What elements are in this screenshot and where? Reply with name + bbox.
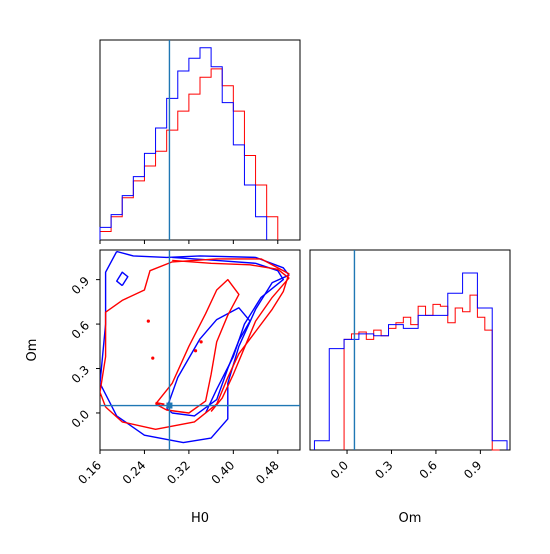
blue-contour-2 <box>166 307 251 417</box>
om-y-tick-label: 0.9 <box>69 274 92 297</box>
blue-contour-3 <box>172 256 284 414</box>
om-x-tick-label: 0.0 <box>328 458 351 481</box>
om-x-tick-label: 0.9 <box>461 458 484 481</box>
x-axis-label-om: Om <box>399 511 422 526</box>
red-contour-dot <box>193 349 198 353</box>
h0-x-tick-label: 0.24 <box>120 458 149 487</box>
axes-frame-om-marginal <box>309 249 511 451</box>
axes-frame-h0-marginal <box>99 39 301 241</box>
truth-point-marker <box>166 402 173 409</box>
red-contour-dot <box>146 319 150 323</box>
red-contour-1 <box>100 258 290 430</box>
h0-x-tick-label: 0.40 <box>209 458 238 487</box>
panel-om-marginal: 0.0 0.3 0.6 0.9 <box>309 249 511 482</box>
om-hist-series-1 <box>343 294 500 451</box>
red-contour-2 <box>155 278 240 414</box>
h0-x-tick-label: 0.48 <box>253 458 282 487</box>
x-axis-label-h0: H0 <box>191 511 209 526</box>
h0-hist-series-2 <box>99 47 268 240</box>
panel-h0-marginal <box>99 39 301 244</box>
om-y-tick-label: 0.6 <box>69 318 92 341</box>
blue-contour-4 <box>116 271 129 287</box>
y-axis-label-om: Om <box>25 339 40 362</box>
h0-x-tick-label: 0.32 <box>164 458 193 487</box>
red-contour-dot <box>151 356 155 360</box>
contour-layer <box>100 250 290 444</box>
red-contour-3 <box>172 259 290 412</box>
om-hist-series-2 <box>313 272 508 450</box>
om-y-tick-label: 0.3 <box>69 363 92 386</box>
h0-x-tick-label: 0.16 <box>75 458 104 487</box>
om-x-tick-label: 0.3 <box>372 458 395 481</box>
red-contour-dot <box>199 340 203 344</box>
axes-frame-2d <box>99 249 301 451</box>
om-x-tick-label: 0.6 <box>417 458 440 481</box>
panel-2d: 0.16 0.24 0.32 0.40 0.48 0.0 0.3 0.6 0.9 <box>69 249 301 487</box>
red-contour-4 <box>155 401 165 407</box>
h0-hist-series-1 <box>99 68 279 240</box>
om-y-tick-label: 0.0 <box>69 407 92 430</box>
